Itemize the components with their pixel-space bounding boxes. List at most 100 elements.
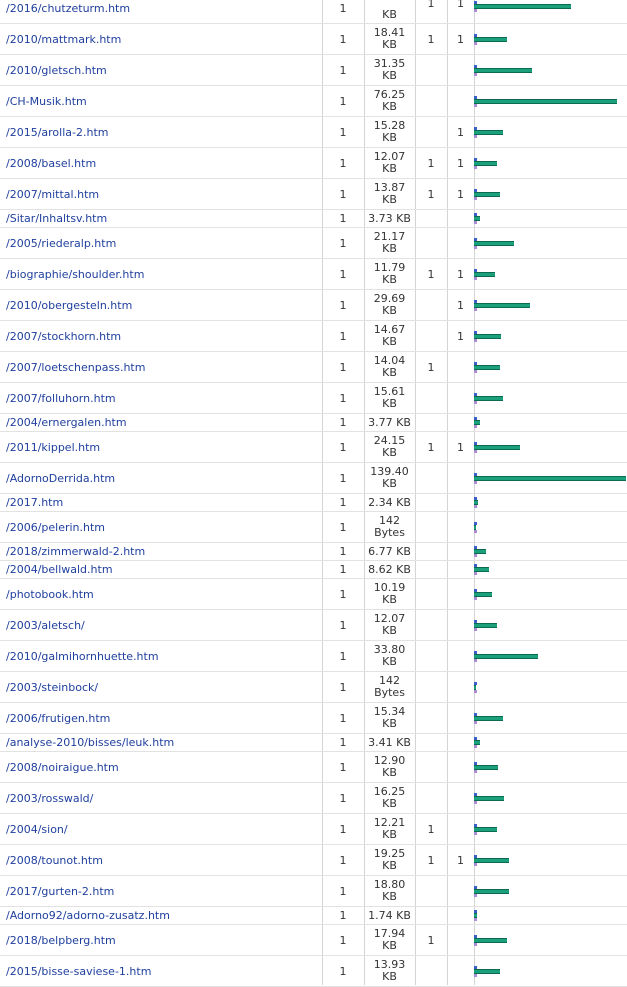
table-row: /2006/frutigen.htm 1 15.34 KB xyxy=(0,703,627,734)
size-unit: KB xyxy=(382,624,397,637)
page-link[interactable]: /2005/riederalp.htm xyxy=(6,236,117,250)
page-link[interactable]: /2011/kippel.htm xyxy=(6,440,101,454)
page-link[interactable]: /2007/mittal.htm xyxy=(6,187,100,201)
hits-bar xyxy=(474,762,477,765)
bandwidth-bar xyxy=(474,796,504,801)
size-graph xyxy=(474,814,627,844)
hits-bar xyxy=(474,1,477,4)
entry-cell xyxy=(415,463,447,493)
page-link[interactable]: /2018/zimmerwald-2.htm xyxy=(6,545,146,558)
table-row: /2003/steinbock/1 142 Bytes xyxy=(0,672,627,703)
page-link[interactable]: /2008/tounot.htm xyxy=(6,853,103,867)
hits-cell: 1 xyxy=(339,649,347,663)
size-value: 3.41 KB xyxy=(368,735,411,749)
entry-cell xyxy=(415,752,447,782)
page-link[interactable]: /analyse-2010/bisses/leuk.htm xyxy=(6,736,175,749)
page-link[interactable]: /biographie/shoulder.htm xyxy=(6,267,145,281)
size-unit: KB xyxy=(382,717,397,730)
page-link[interactable]: /2007/folluhorn.htm xyxy=(6,391,116,405)
size-cell: 76.25 KB xyxy=(364,86,415,116)
table-row: /2015/bisse-saviese-1.htm 1 13.93 KB xyxy=(0,956,627,987)
page-link[interactable]: /2010/gletsch.htm xyxy=(6,63,107,77)
page-link[interactable]: /2003/rosswald/ xyxy=(6,791,94,805)
size-value: 15.61 xyxy=(373,385,406,398)
url-cell: /2003/rosswald/ xyxy=(0,783,322,813)
table-row: /2006/pelerin.htm 1 142 Bytes xyxy=(0,512,627,543)
hits-cell: 1 xyxy=(339,329,347,343)
page-link[interactable]: /2004/bellwald.htm xyxy=(6,563,113,576)
exit-cell: 1 xyxy=(457,853,464,867)
size-unit: KB xyxy=(382,970,397,983)
size-cell: 2.34 KB xyxy=(364,494,415,511)
bandwidth-bar xyxy=(474,549,486,554)
size-graph xyxy=(474,117,627,147)
hits-bar xyxy=(474,238,477,241)
hits-cell: 1 xyxy=(339,267,347,281)
page-link[interactable]: /Adorno92/adorno-zusatz.htm xyxy=(6,909,170,922)
size-value: 13.87 xyxy=(373,181,406,194)
entry-cell xyxy=(415,383,447,413)
entry-bar xyxy=(474,690,477,693)
page-link[interactable]: /2018/belpberg.htm xyxy=(6,933,116,947)
page-link[interactable]: /2006/frutigen.htm xyxy=(6,711,111,725)
size-value: 12.21 xyxy=(373,816,406,829)
page-link[interactable]: /2017/gurten-2.htm xyxy=(6,884,115,898)
size-graph xyxy=(474,383,627,413)
page-link[interactable]: /2010/mattmark.htm xyxy=(6,32,122,46)
size-unit: KB xyxy=(382,193,397,206)
hits-cell: 1 xyxy=(339,736,347,749)
page-link[interactable]: /2010/obergesteln.htm xyxy=(6,298,133,312)
hits-cell: 1 xyxy=(339,63,347,77)
entry-cell: 1 xyxy=(427,822,435,836)
exit-cell xyxy=(447,494,474,511)
page-link[interactable]: /2016/chutzeturm.htm xyxy=(6,1,131,15)
page-link[interactable]: /2003/aletsch/ xyxy=(6,618,85,632)
page-link[interactable]: /2008/noiraigue.htm xyxy=(6,760,119,774)
bandwidth-bar xyxy=(474,192,500,197)
size-value: 12.07 xyxy=(373,150,406,163)
hits-cell: 1 xyxy=(339,618,347,632)
size-cell: 1.74 KB xyxy=(364,907,415,924)
size-cell: 14.04 KB xyxy=(364,352,415,382)
size-cell: 19.25 KB xyxy=(364,845,415,875)
page-link[interactable]: /CH-Musik.htm xyxy=(6,94,87,108)
exit-cell xyxy=(447,752,474,782)
page-link[interactable]: /photobook.htm xyxy=(6,587,94,601)
hits-cell: 1 xyxy=(339,587,347,601)
page-link[interactable]: /2004/ernergalen.htm xyxy=(6,416,127,429)
entry-cell xyxy=(415,876,447,906)
page-link[interactable]: /2006/pelerin.htm xyxy=(6,520,106,534)
url-cell: /2010/obergesteln.htm xyxy=(0,290,322,320)
page-link[interactable]: /2010/galmihornhuette.htm xyxy=(6,649,159,663)
bandwidth-bar xyxy=(474,303,530,308)
page-link[interactable]: /2015/arolla-2.htm xyxy=(6,125,109,139)
size-unit: KB xyxy=(382,477,397,490)
entry-cell xyxy=(415,783,447,813)
page-link[interactable]: /AdornoDerrida.htm xyxy=(6,471,116,485)
exit-cell: 1 xyxy=(457,32,464,46)
size-graph xyxy=(474,734,627,751)
hits-cell: 1 xyxy=(339,853,347,867)
page-link[interactable]: /2015/bisse-saviese-1.htm xyxy=(6,964,152,978)
entry-bar xyxy=(474,863,477,866)
entry-cell xyxy=(415,290,447,320)
page-link[interactable]: /2017.htm xyxy=(6,496,64,509)
size-cell: 142 Bytes xyxy=(364,672,415,702)
size-cell: 11.79 KB xyxy=(364,259,415,289)
page-link[interactable]: /Sitar/Inhaltsv.htm xyxy=(6,212,108,225)
size-unit: KB xyxy=(382,797,397,810)
entry-cell xyxy=(415,210,447,227)
page-link[interactable]: /2004/sion/ xyxy=(6,822,68,836)
url-cell: /2017/gurten-2.htm xyxy=(0,876,322,906)
size-cell: 15.61 KB xyxy=(364,383,415,413)
bandwidth-bar xyxy=(474,740,480,745)
hits-bar xyxy=(474,34,477,37)
page-link[interactable]: /2007/stockhorn.htm xyxy=(6,329,122,343)
entry-cell xyxy=(415,321,447,351)
page-link[interactable]: /2007/loetschenpass.htm xyxy=(6,360,146,374)
table-row: /2005/riederalp.htm 1 21.17 KB xyxy=(0,228,627,259)
page-link[interactable]: /2008/basel.htm xyxy=(6,156,97,170)
entry-cell xyxy=(415,703,447,733)
exit-cell xyxy=(447,610,474,640)
page-link[interactable]: /2003/steinbock/ xyxy=(6,680,99,694)
